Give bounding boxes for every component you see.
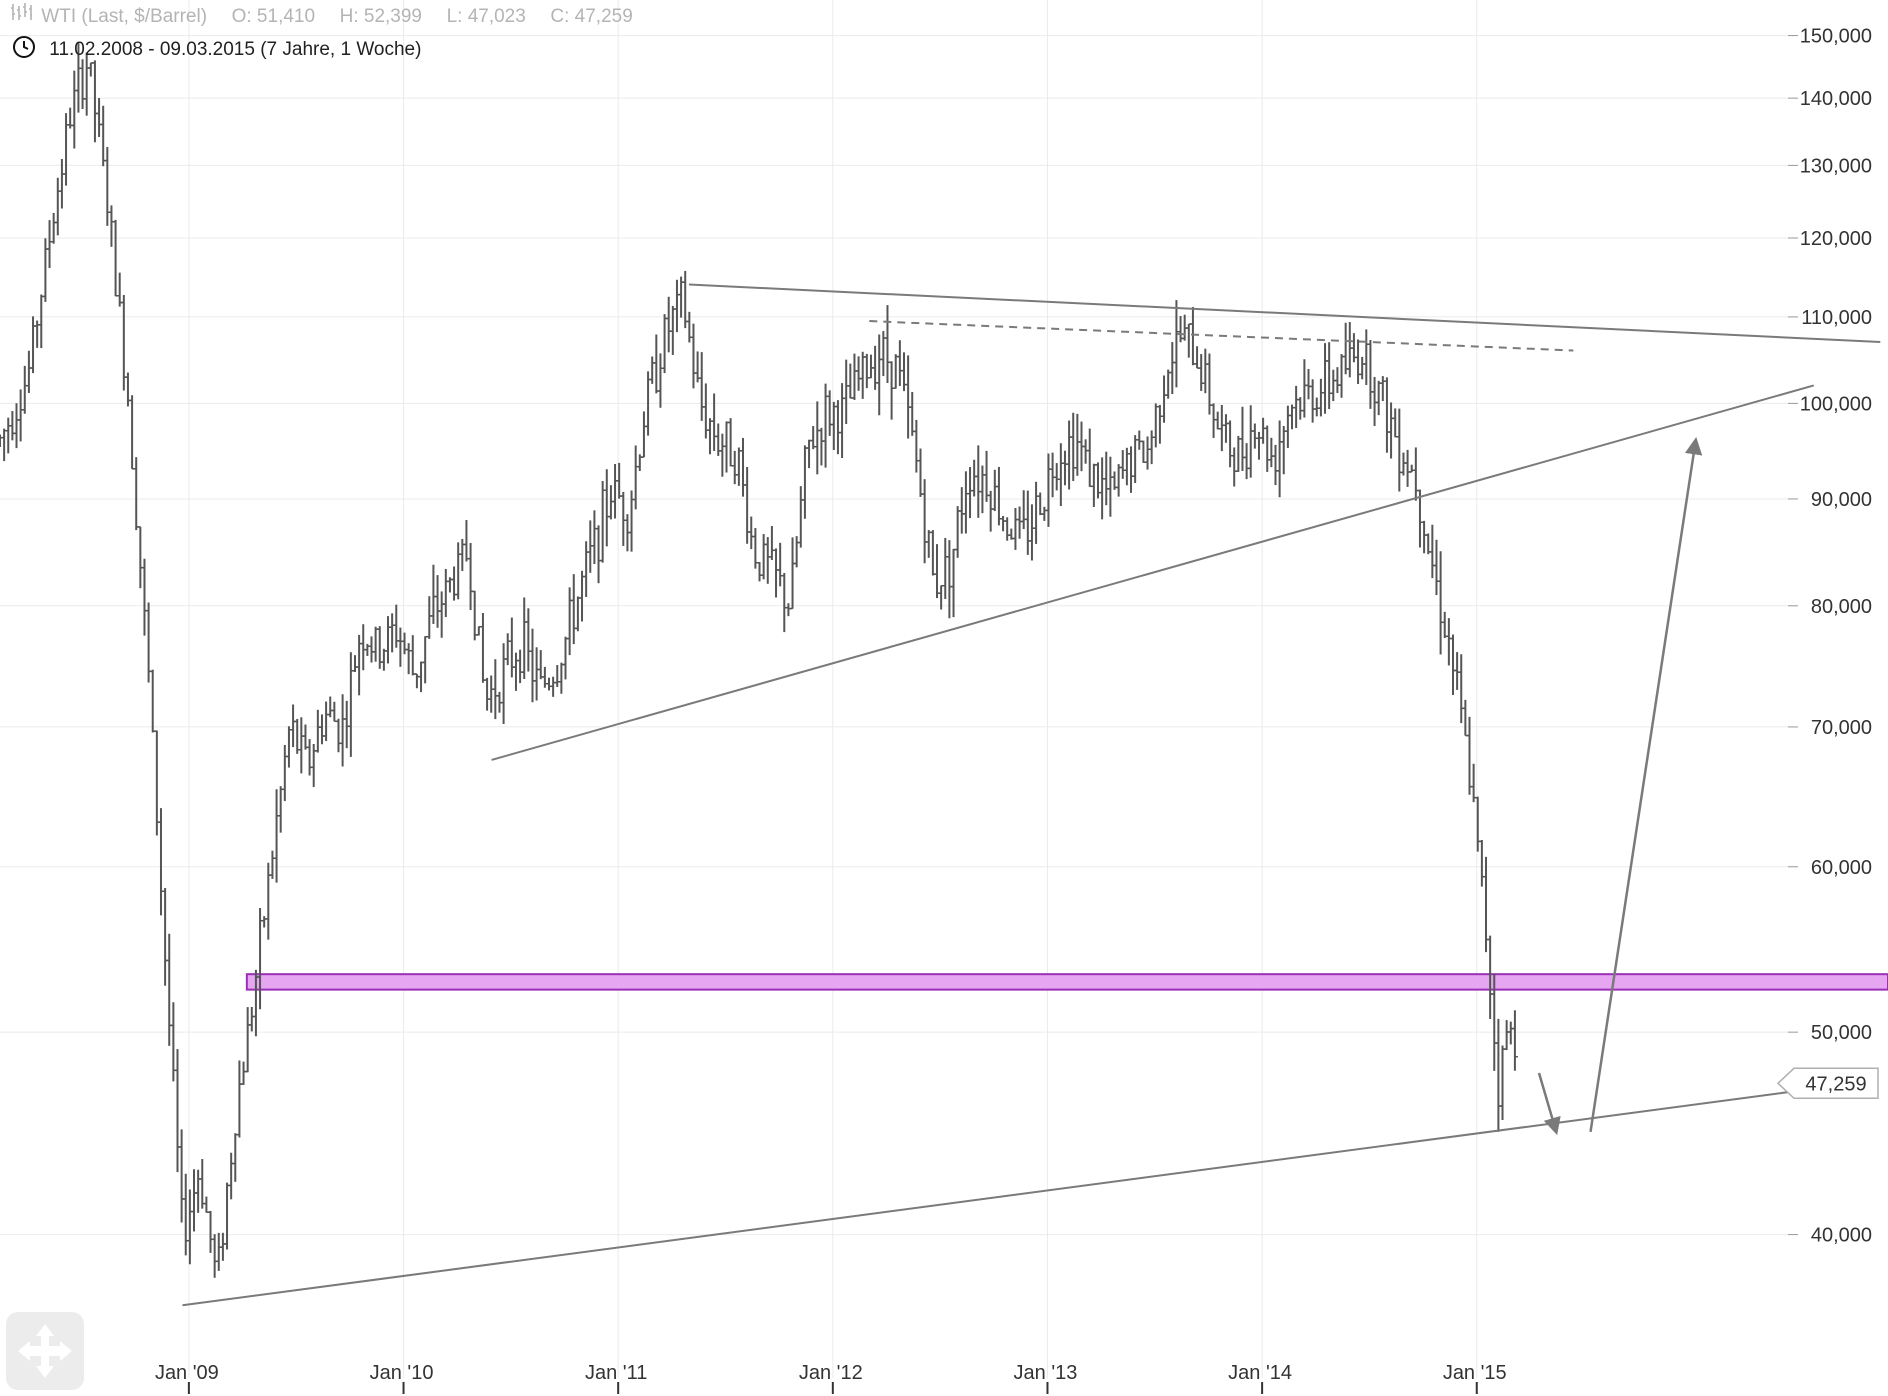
y-tick-label: 140,000 [1800,88,1872,110]
instrument-row: WTI (Last, $/Barrel) O: 51,410 H: 52,399… [10,2,633,28]
support-zone [245,973,1888,991]
y-tick-label: 60,000 [1811,857,1872,879]
y-tick-label: 50,000 [1811,1022,1872,1044]
x-tick-label: Jan '11 [585,1362,647,1384]
open-value: O: 51,410 [231,6,316,27]
y-tick-label: 120,000 [1800,228,1872,250]
close-value: C: 47,259 [550,6,633,27]
trendline-3 [491,384,1815,761]
clock-icon [12,35,44,65]
y-tick-label: 80,000 [1811,596,1872,618]
y-tick-label: 70,000 [1811,717,1872,739]
y-tick-label: 40,000 [1811,1225,1872,1247]
trendline-1 [688,283,1881,344]
move-button[interactable] [6,1312,84,1390]
resistance-dashed-line [869,320,1574,352]
x-tick-label: Jan '13 [1014,1362,1078,1384]
y-tick-label: 130,000 [1800,155,1872,177]
period-row: 11.02.2008 - 09.03.2015 (7 Jahre, 1 Woch… [12,35,421,65]
last-price-tag [1776,1067,1879,1100]
x-tick-label: Jan '15 [1443,1362,1507,1384]
x-tick-label: Jan '12 [799,1362,863,1384]
x-tick-label: Jan '10 [370,1362,434,1384]
trendline-4 [182,1091,1789,1307]
up-target-arrow [1589,436,1703,1132]
down-arrow [1537,1072,1561,1136]
move-arrows-icon [18,1324,72,1378]
bar-chart-icon [10,2,36,28]
y-tick-label: 150,000 [1800,26,1872,48]
low-value: L: 47,023 [446,6,526,27]
period-label: 11.02.2008 - 09.03.2015 (7 Jahre, 1 Woch… [49,39,422,60]
instrument-label: WTI (Last, $/Barrel) [41,6,208,27]
x-tick-label: Jan '09 [155,1362,219,1384]
last-price-label: 47,259 [1805,1073,1866,1095]
y-tick-label: 110,000 [1801,307,1872,329]
y-tick-label: 90,000 [1811,489,1872,511]
high-value: H: 52,399 [339,6,423,27]
x-tick-label: Jan '14 [1228,1362,1292,1384]
y-tick-label: 100,000 [1800,393,1872,415]
